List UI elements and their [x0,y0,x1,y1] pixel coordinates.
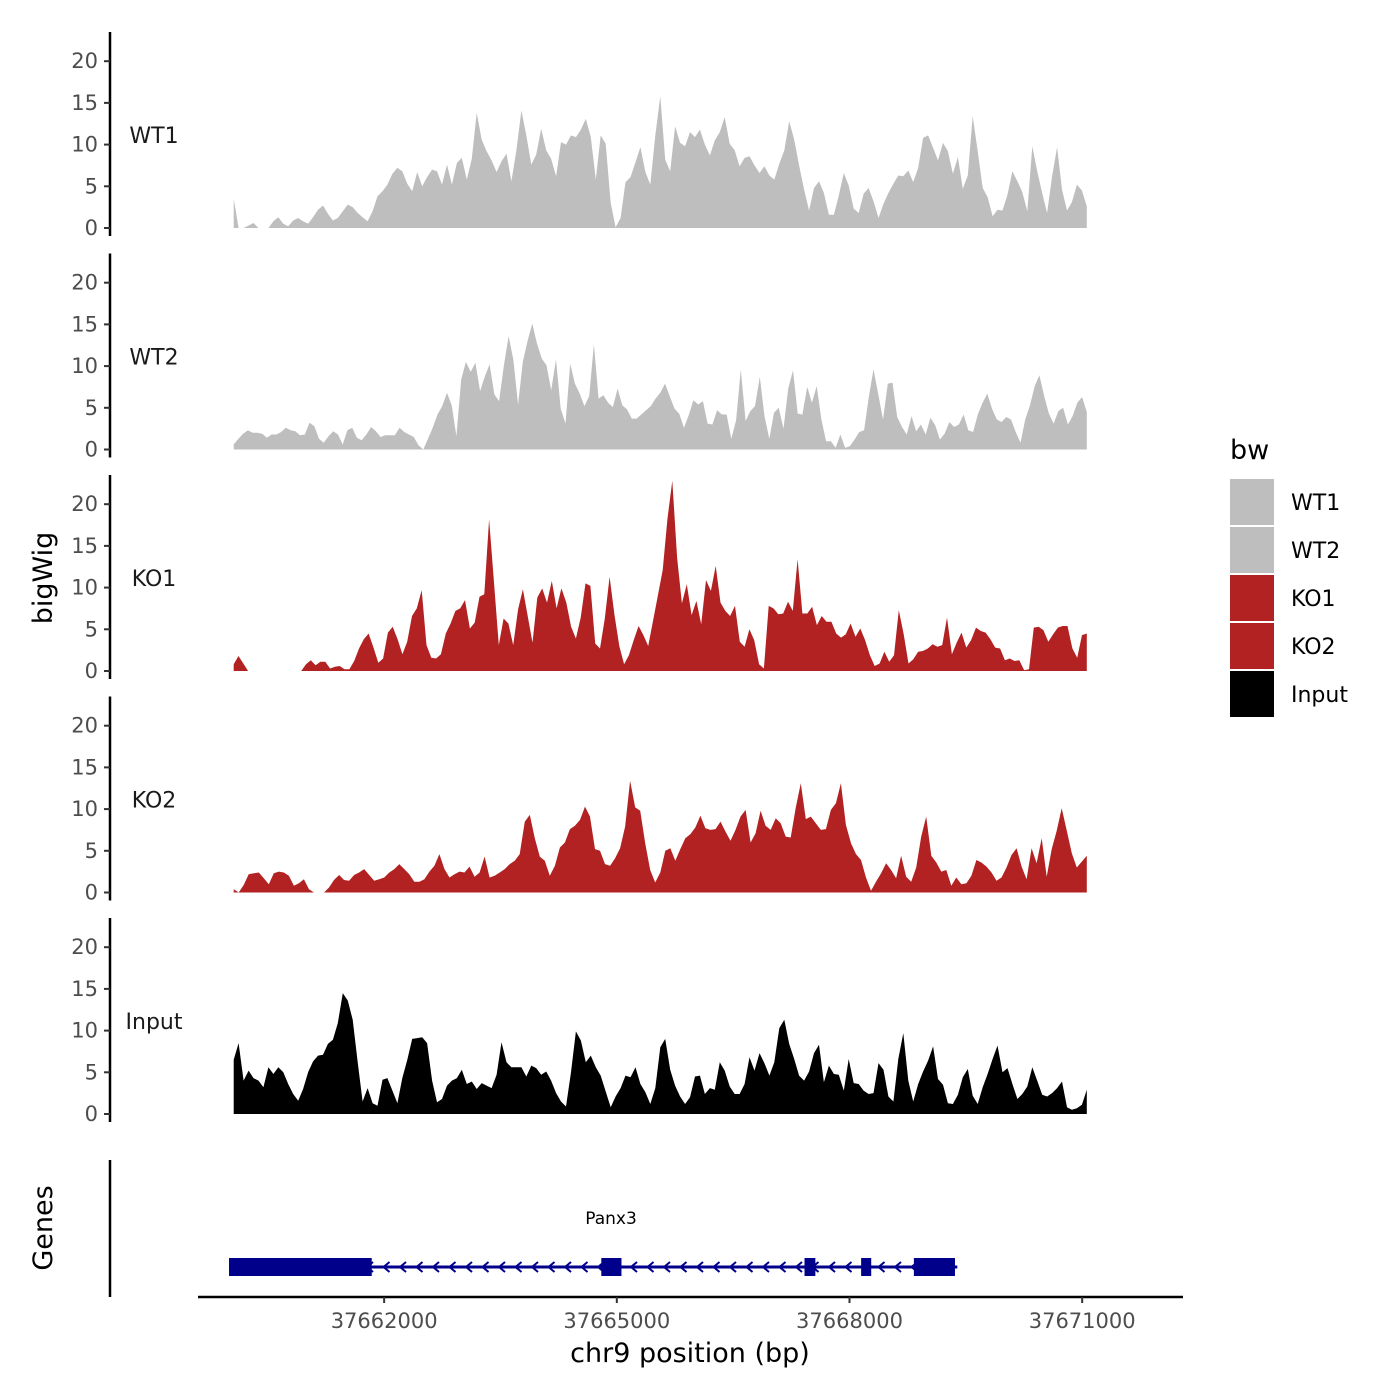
gene-exon [229,1258,372,1276]
gene-name-label: Panx3 [585,1209,637,1229]
y-tick-label: 20 [71,935,98,959]
strand-arrow [414,1261,424,1273]
strand-arrow [728,1261,737,1273]
y-tick-label: 15 [71,977,98,1001]
legend-key-ko2 [1230,623,1274,669]
strand-arrow [530,1261,539,1273]
y-tick-label: 0 [85,216,98,240]
x-axis: 37662000 37665000 37668000 37671000 [198,1295,1183,1333]
y-tick-label: 20 [71,492,98,516]
strand-arrow [662,1261,671,1273]
x-tick-label: 37671000 [1029,1309,1136,1333]
track-label: KO1 [132,567,177,592]
strand-arrow [695,1261,704,1273]
gene-track: Panx3 [108,1160,958,1297]
legend-key-input [1230,671,1274,717]
gene-exon [861,1258,872,1276]
y-tick-label: 10 [71,797,98,821]
coverage-area-input [233,993,1087,1114]
track-label: Input [126,1010,183,1035]
strand-arrow [381,1261,391,1273]
strand-arrow [827,1261,836,1273]
y-tick-label: 10 [71,1019,98,1043]
legend-title: bw [1230,435,1269,466]
y-axis-title: bigWig [28,532,59,625]
y-tick-label: 5 [85,1060,98,1084]
y-tick-label: 5 [85,617,98,641]
y-tick-label: 0 [85,881,98,905]
y-tick-label: 15 [71,534,98,558]
track-label: KO2 [132,789,177,814]
gene-exon [913,1258,955,1276]
legend-label: WT1 [1291,491,1340,516]
strand-arrow [711,1261,721,1273]
coverage-area-ko1 [233,480,1087,671]
x-tick-label: 37665000 [563,1309,670,1333]
y-tick-label: 0 [85,1102,98,1126]
strand-arrow [645,1261,655,1273]
track-wt1: 0 5 10 15 20 WT1 [71,32,1087,240]
coverage-area-wt2 [233,323,1087,450]
strand-arrow [761,1261,770,1273]
legend-label: KO1 [1291,587,1336,612]
strand-arrow [794,1261,803,1273]
track-ko2: 0 5 10 15 20 KO2 [71,696,1087,905]
strand-arrow [876,1261,886,1273]
strand-arrow [497,1261,506,1273]
y-tick-label: 15 [71,755,98,779]
y-tick-label: 5 [85,174,98,198]
coverage-tracks: 0 5 10 15 20 WT1 0 5 10 15 20 WT2 0 5 10 15 20 KO1 0 5 10 15 2… [71,32,1087,1126]
y-tick-label: 0 [85,438,98,462]
strand-arrow [843,1261,853,1273]
strand-arrow [579,1261,589,1273]
track-input: 0 5 10 15 20 Input [71,918,1087,1126]
strand-arrow [480,1261,490,1273]
coverage-area-wt1 [233,96,1087,228]
gene-panx3: Panx3 [229,1209,958,1276]
x-axis-title: chr9 position (bp) [570,1338,810,1369]
strand-arrow [563,1261,572,1273]
coverage-area-ko2 [233,780,1087,893]
strand-arrow [678,1261,688,1273]
strand-arrow [513,1261,523,1273]
track-label: WT1 [129,124,178,149]
strand-arrow [398,1261,407,1273]
y-tick-label: 15 [71,91,98,115]
y-tick-label: 10 [71,354,98,378]
genes-axis-title: Genes [28,1185,59,1270]
y-tick-label: 5 [85,839,98,863]
y-tick-label: 15 [71,312,98,336]
strand-arrow [431,1261,440,1273]
legend-key-wt2 [1230,527,1274,573]
strand-arrow [777,1261,787,1273]
strand-arrow [447,1261,457,1273]
legend-label: WT2 [1291,539,1340,564]
y-tick-label: 20 [71,714,98,738]
legend-key-wt1 [1230,479,1274,525]
legend-label: Input [1291,683,1348,708]
y-tick-label: 20 [71,271,98,295]
track-label: WT2 [129,346,178,371]
track-ko1: 0 5 10 15 20 KO1 [71,475,1087,683]
strand-arrow [893,1261,902,1273]
x-tick-label: 37668000 [796,1309,903,1333]
y-tick-label: 20 [71,49,98,73]
y-tick-label: 5 [85,396,98,420]
strand-arrow [546,1261,556,1273]
strand-arrow [629,1261,638,1273]
gene-exon [804,1258,816,1276]
y-tick-label: 0 [85,659,98,683]
y-tick-label: 10 [71,576,98,600]
strand-arrow [464,1261,473,1273]
legend-label: KO2 [1291,635,1336,660]
legend-key-ko1 [1230,575,1274,621]
x-tick-label: 37662000 [331,1309,438,1333]
strand-arrow [744,1261,754,1273]
y-tick-label: 10 [71,133,98,157]
legend: bw WT1 WT2 KO1 KO2 Input [1230,435,1348,717]
gene-exon [601,1258,622,1276]
track-wt2: 0 5 10 15 20 WT2 [71,253,1087,462]
